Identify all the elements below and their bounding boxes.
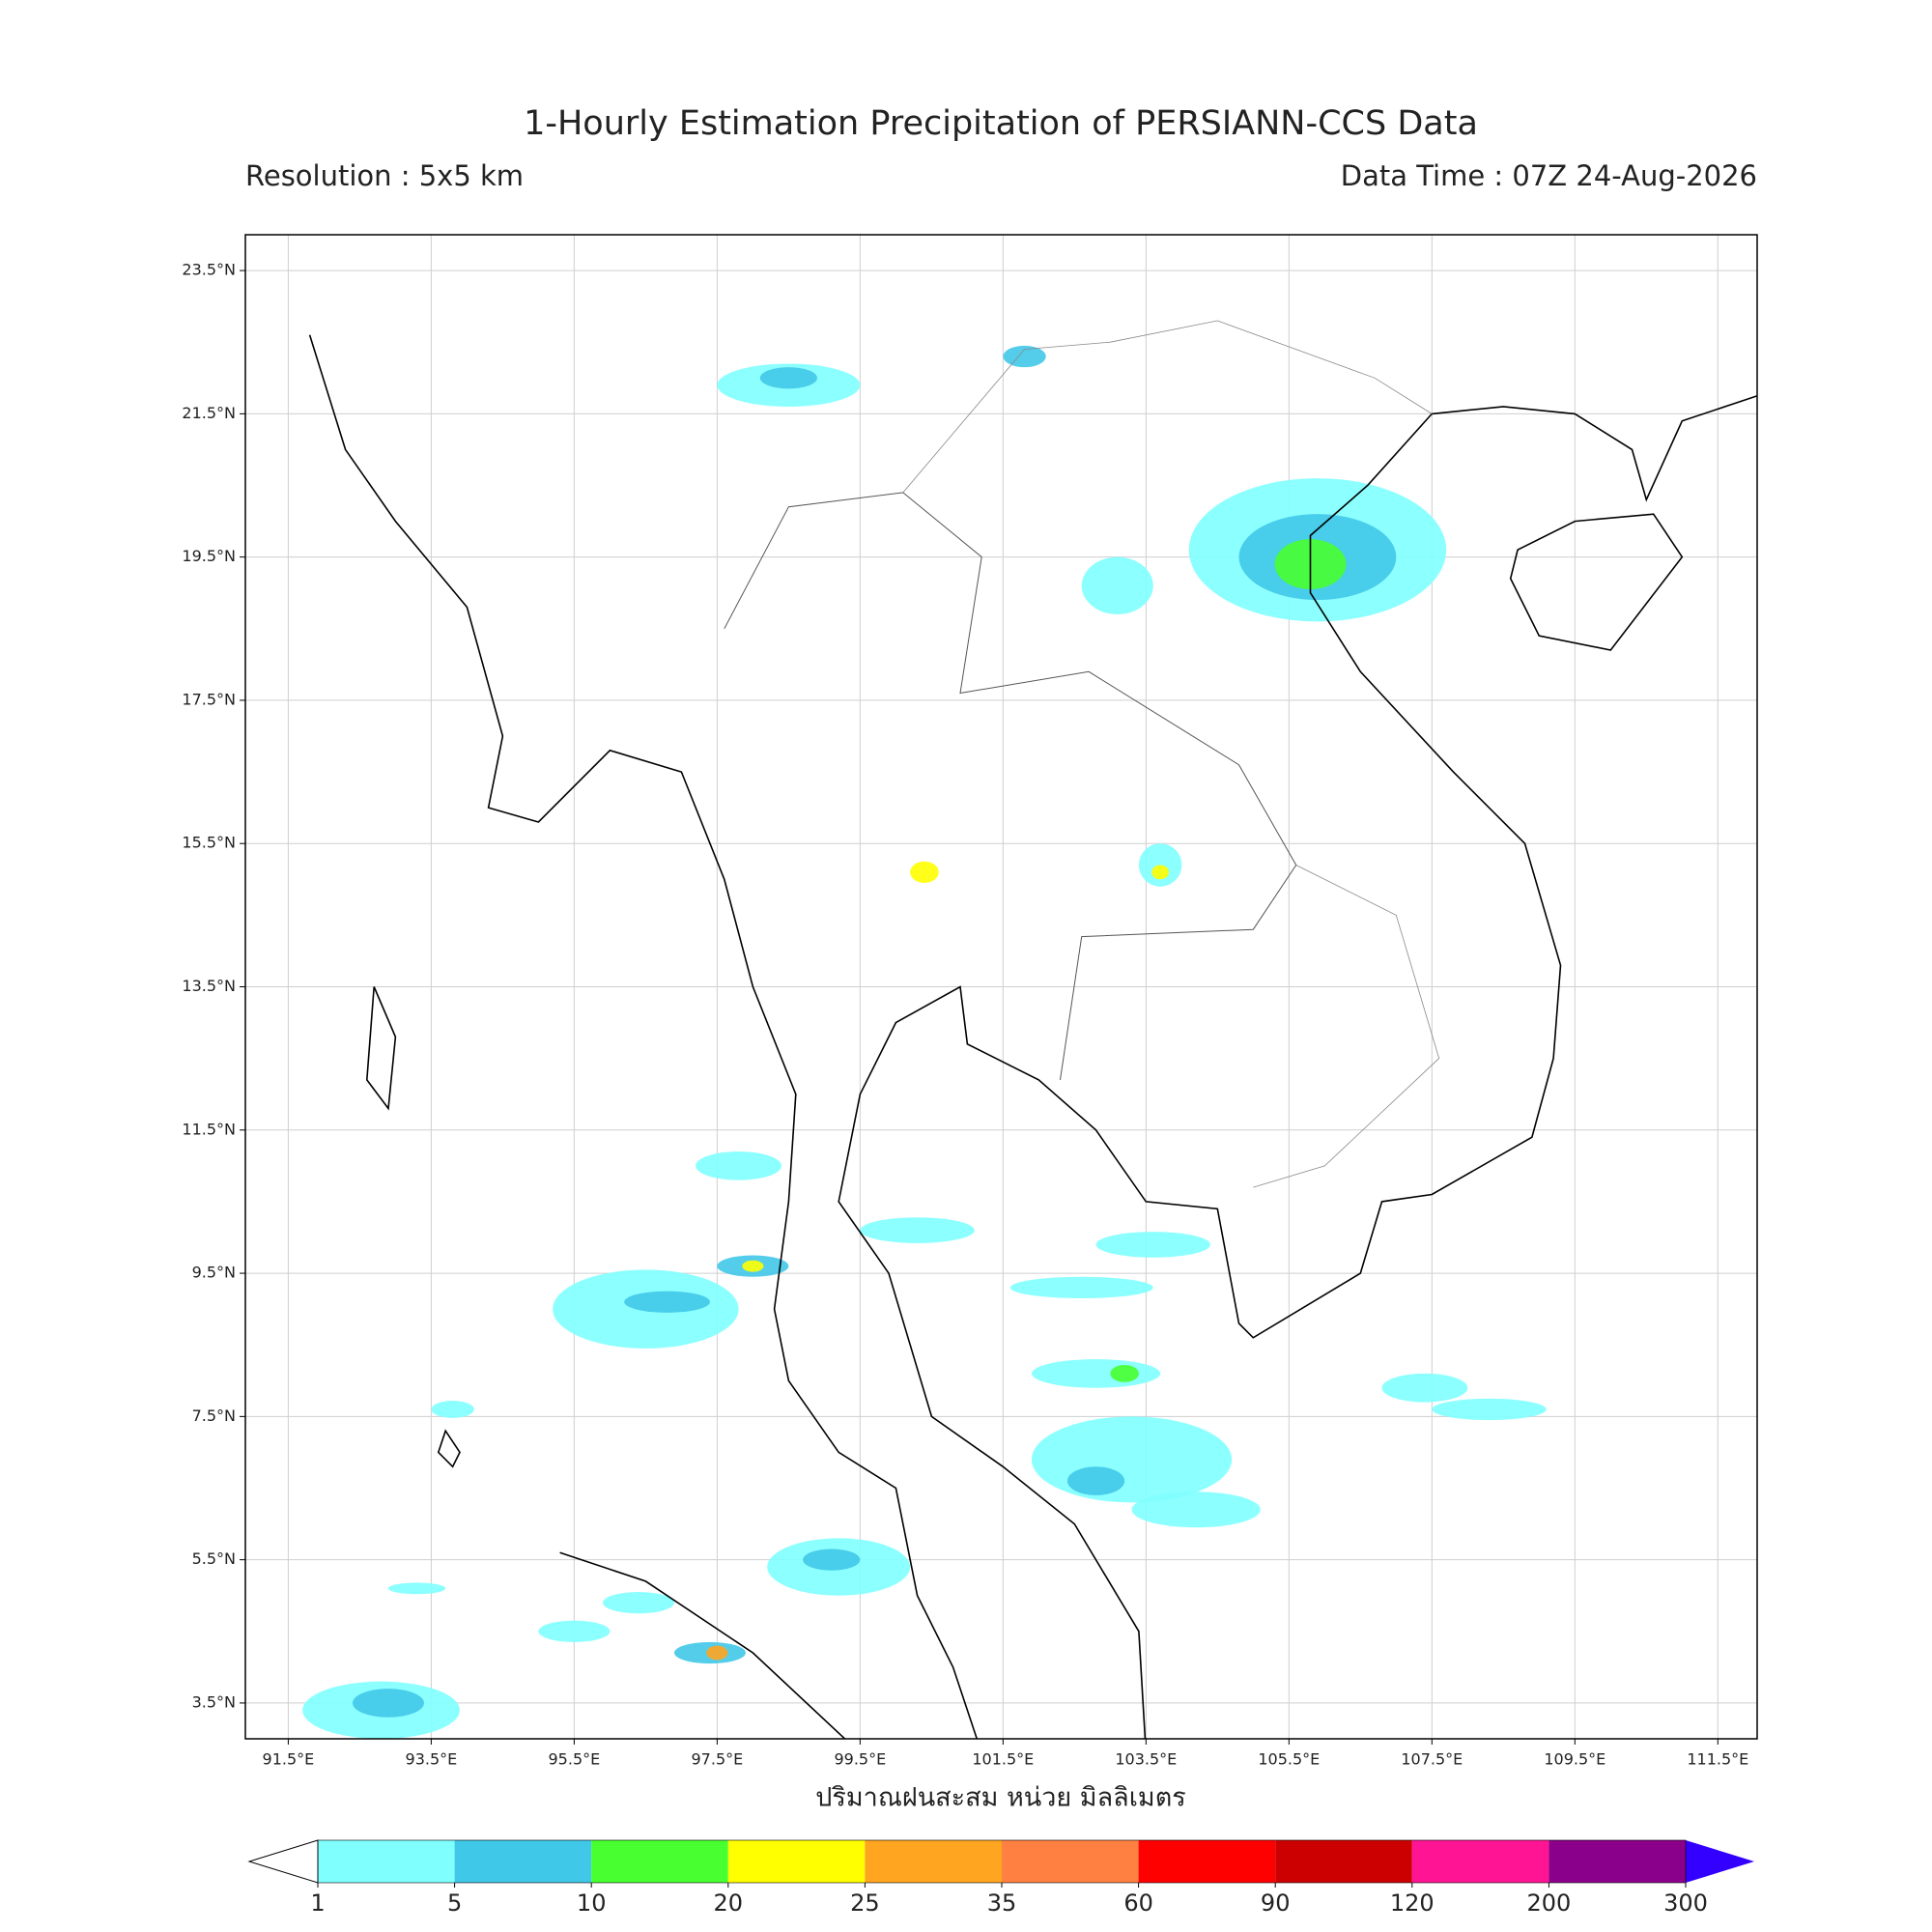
y-tick-label: 15.5°N: [182, 834, 236, 852]
colorbar-tick-label: 20: [714, 1889, 744, 1917]
coastline: [365, 986, 397, 1111]
rain-area: [624, 1291, 710, 1313]
x-tick-label: 109.5°E: [1544, 1750, 1605, 1769]
x-tick-label: 107.5°E: [1401, 1750, 1463, 1769]
rain-area: [1031, 1359, 1161, 1388]
rain-area: [759, 367, 817, 389]
colorbar-under: [247, 1839, 319, 1884]
rain-area: [387, 1582, 446, 1595]
y-tick-label: 19.5°N: [182, 547, 236, 565]
x-tick-label: 105.5°E: [1258, 1750, 1320, 1769]
map-frame: [244, 234, 1758, 1740]
rain-area: [538, 1620, 611, 1642]
data-time-label: Data Time : 07Z 24-Aug-2026: [1341, 159, 1757, 192]
y-tick-label: 13.5°N: [182, 977, 236, 995]
colorbar-bin: [1002, 1840, 1139, 1883]
colorbar-bin: [1138, 1840, 1276, 1883]
rain-area: [742, 1260, 764, 1272]
coastline: [1509, 513, 1684, 651]
x-tick-label: 103.5°E: [1115, 1750, 1177, 1769]
colorbar-tick-label: 90: [1261, 1889, 1291, 1917]
x-tick-label: 93.5°E: [406, 1750, 458, 1769]
colorbar-bin: [1548, 1840, 1686, 1883]
coastline: [437, 1429, 461, 1468]
rain-area: [1009, 1276, 1153, 1299]
colorbar-bin: [865, 1840, 1002, 1883]
rain-area: [696, 1151, 781, 1180]
rain-area: [1151, 865, 1170, 880]
resolution-label: Resolution : 5x5 km: [245, 159, 524, 192]
x-tick-label: 101.5°E: [972, 1750, 1034, 1769]
rain-area: [1066, 1466, 1125, 1495]
colorbar-bin: [1275, 1840, 1412, 1883]
colorbar-over: [1686, 1840, 1754, 1883]
y-tick-label: 3.5°N: [192, 1692, 236, 1711]
rain-area: [803, 1548, 861, 1571]
rain-area: [910, 861, 939, 883]
x-tick-label: 95.5°E: [549, 1750, 601, 1769]
border: [902, 320, 1433, 494]
y-tick-label: 23.5°N: [182, 261, 236, 279]
rain-area: [1031, 1416, 1233, 1503]
coastline: [559, 1551, 846, 1739]
colorbar-tick-label: 1: [310, 1889, 325, 1917]
x-tick-label: 91.5°E: [263, 1750, 315, 1769]
y-tick-label: 21.5°N: [182, 404, 236, 422]
rain-area: [431, 1401, 474, 1418]
colorbar-bin: [1411, 1840, 1549, 1883]
x-tick-label: 99.5°E: [834, 1750, 886, 1769]
colorbar-tick-label: 35: [987, 1889, 1017, 1917]
colorbar-tick-label: 300: [1663, 1889, 1708, 1917]
rain-area: [706, 1645, 728, 1661]
y-tick-label: 11.5°N: [182, 1120, 236, 1138]
colorbar-tick-label: 120: [1390, 1889, 1435, 1917]
x-tick-label: 97.5°E: [692, 1750, 744, 1769]
rain-area: [860, 1217, 975, 1243]
y-tick-label: 7.5°N: [192, 1406, 236, 1425]
map-title: 1-Hourly Estimation Precipitation of PER…: [524, 104, 1478, 143]
colorbar-bin: [454, 1840, 592, 1883]
y-tick-label: 5.5°N: [192, 1549, 236, 1568]
x-tick-label: 111.5°E: [1687, 1750, 1748, 1769]
rain-area: [1381, 1373, 1468, 1403]
rain-area: [1110, 1364, 1139, 1382]
colorbar-tick-label: 10: [577, 1889, 607, 1917]
y-tick-label: 17.5°N: [182, 690, 236, 708]
colorbar-label: ปริมาณฝนสะสม หน่วย มิลลิเมตร: [815, 1783, 1186, 1813]
border: [724, 492, 1297, 1080]
colorbar-tick-label: 60: [1123, 1889, 1153, 1917]
y-tick-label: 9.5°N: [192, 1264, 236, 1282]
colorbar-bin: [318, 1840, 455, 1883]
colorbar-bin: [727, 1840, 866, 1883]
colorbar-tick-label: 200: [1526, 1889, 1571, 1917]
coastline: [308, 334, 979, 1739]
rain-area: [602, 1592, 674, 1614]
border: [1253, 865, 1440, 1188]
rain-area: [1095, 1232, 1210, 1258]
rain-area: [352, 1689, 424, 1718]
map-layer: [245, 235, 1757, 1739]
rain-area: [1432, 1398, 1547, 1421]
rain-area: [1131, 1492, 1261, 1528]
colorbar-tick-label: 5: [447, 1889, 462, 1917]
colorbar-bin: [591, 1840, 728, 1883]
colorbar-tick-label: 25: [850, 1889, 880, 1917]
rain-area: [1081, 556, 1153, 614]
